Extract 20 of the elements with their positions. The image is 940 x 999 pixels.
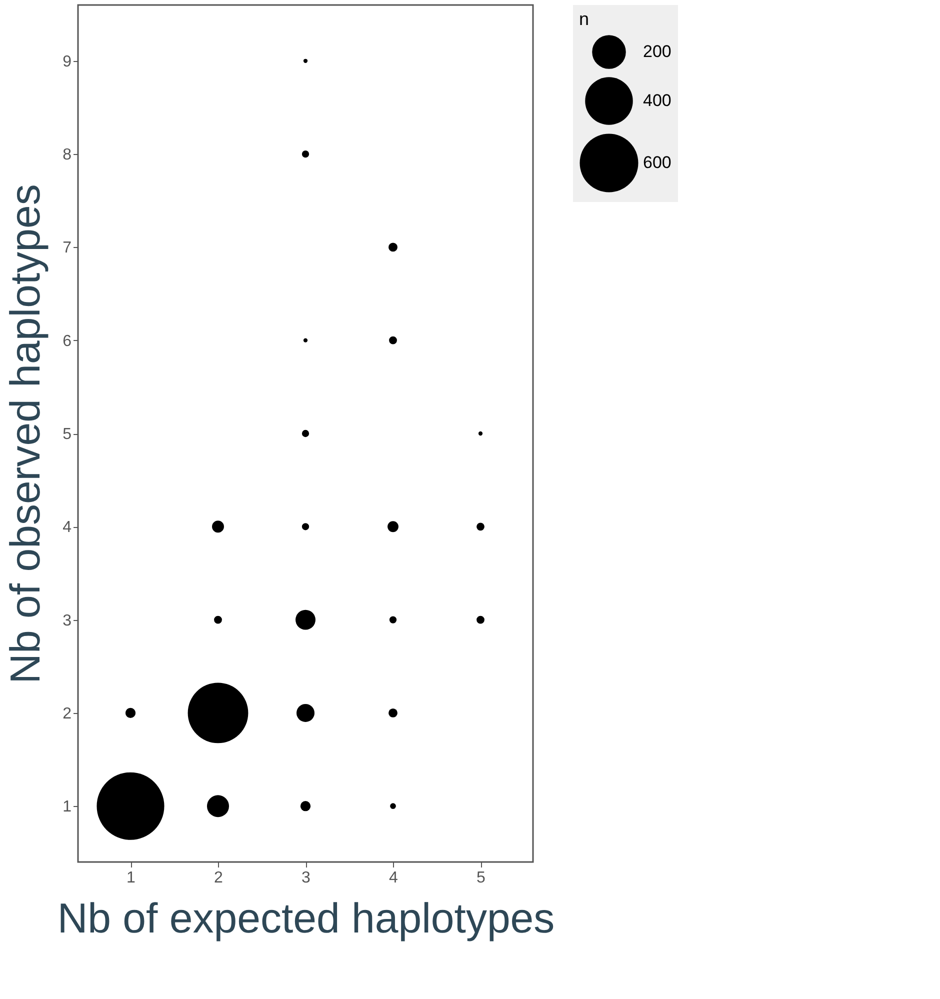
- y-tick-label: 4: [62, 519, 72, 536]
- legend-label: 400: [643, 91, 672, 110]
- x-tick-label: 3: [302, 870, 311, 886]
- y-tick-label: 7: [62, 240, 72, 257]
- x-tick-label: 2: [214, 870, 224, 886]
- x-tick-label: 4: [389, 870, 398, 886]
- y-tick-label: 8: [62, 146, 72, 164]
- legend-title: n: [579, 9, 590, 29]
- y-tick-label: 5: [62, 426, 72, 443]
- y-tick-label: 6: [62, 332, 72, 350]
- y-tick-label: 1: [62, 798, 72, 816]
- x-tick-label: 1: [126, 870, 136, 886]
- x-tick-label: 5: [476, 870, 486, 886]
- x-axis-title: Nb of expected haplotypes: [57, 894, 555, 942]
- y-tick-label: 9: [62, 53, 72, 70]
- legend-label: 600: [643, 153, 672, 172]
- y-tick-label: 2: [62, 705, 72, 722]
- legend-label: 200: [643, 42, 672, 61]
- y-tick-label: 3: [62, 612, 72, 630]
- y-axis-title: Nb of observed haplotypes: [2, 184, 49, 684]
